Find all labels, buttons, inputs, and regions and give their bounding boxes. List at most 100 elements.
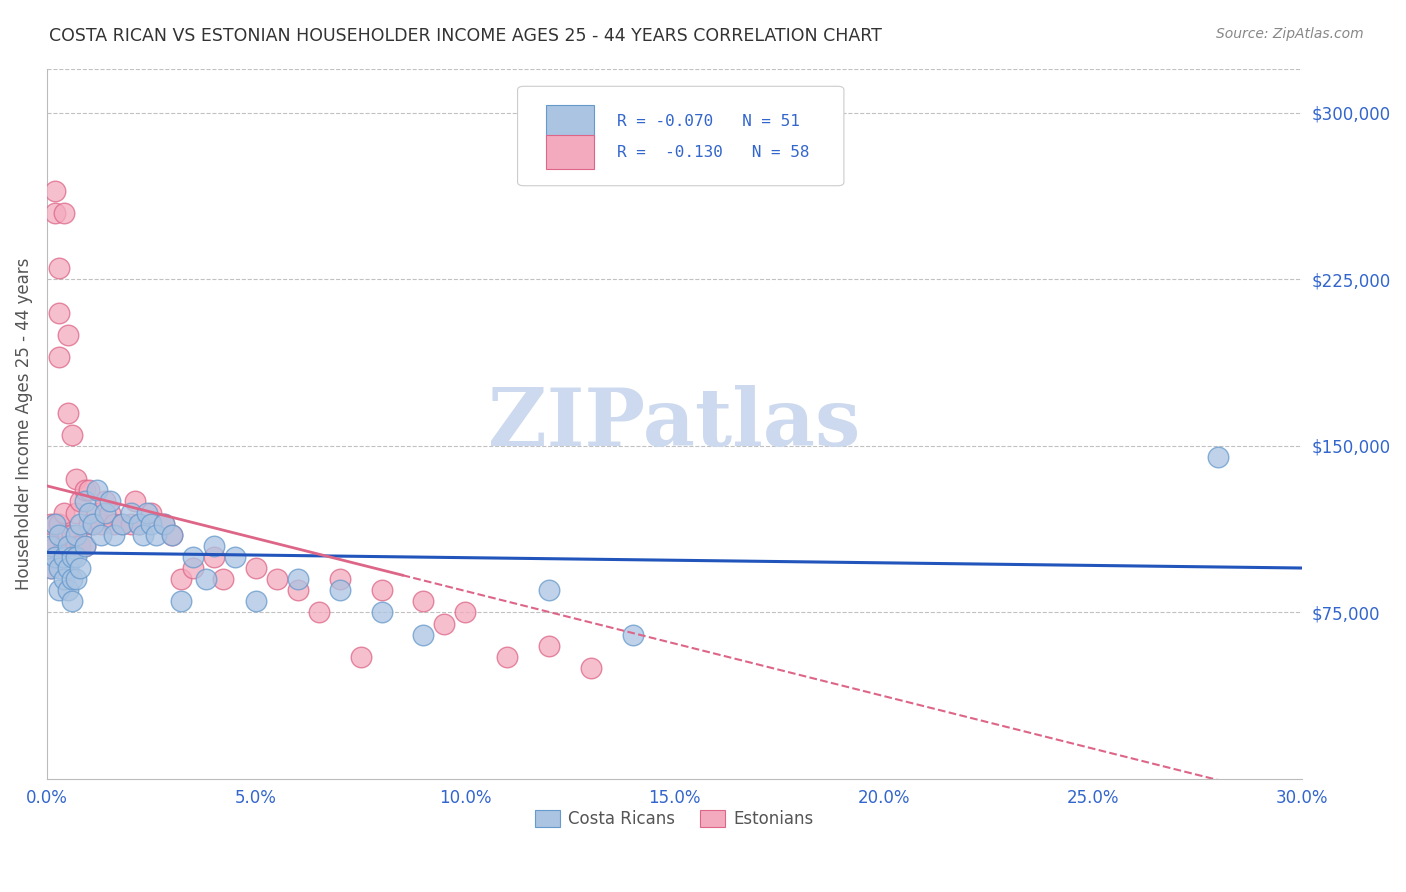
Text: R = -0.070   N = 51: R = -0.070 N = 51 (617, 114, 800, 129)
Point (52, 549, 75, 564)
Point (329, 572, 352, 586)
Point (120, 506, 142, 520)
Point (48, 350, 70, 364)
Point (52, 539, 75, 553)
Point (90, 516, 112, 531)
Point (65, 539, 87, 553)
Point (287, 583, 309, 598)
Point (73, 494, 96, 508)
FancyBboxPatch shape (517, 87, 844, 186)
Point (65, 549, 87, 564)
Point (153, 516, 176, 531)
Point (194, 572, 217, 586)
Point (77, 506, 100, 520)
Point (98, 494, 121, 508)
Point (82, 516, 104, 531)
Point (103, 516, 125, 531)
Point (170, 572, 193, 586)
Point (48, 516, 70, 531)
Point (52, 506, 75, 520)
Point (496, 649, 519, 664)
Point (136, 506, 159, 520)
Point (44, 516, 66, 531)
Point (86, 506, 108, 520)
Point (48, 561, 70, 575)
Point (202, 549, 225, 564)
Point (69, 561, 91, 575)
Point (39, 539, 62, 553)
Point (181, 561, 204, 575)
Point (44, 549, 66, 564)
Point (86, 483, 108, 498)
Point (202, 539, 225, 553)
Point (224, 549, 246, 564)
Point (350, 649, 373, 664)
Point (537, 583, 560, 598)
Point (245, 561, 267, 575)
Point (94, 494, 117, 508)
Point (44, 539, 66, 553)
Point (48, 527, 70, 541)
Point (73, 539, 96, 553)
Point (39, 516, 62, 531)
Point (60, 527, 83, 541)
Point (65, 572, 87, 586)
Point (56, 539, 79, 553)
Point (162, 527, 184, 541)
Point (60, 549, 83, 564)
Point (103, 527, 125, 541)
Point (621, 627, 644, 641)
Point (329, 583, 352, 598)
Point (370, 606, 392, 620)
Point (52, 206, 75, 220)
Point (48, 583, 70, 598)
Point (537, 639, 560, 653)
Point (69, 516, 91, 531)
Point (98, 506, 121, 520)
Text: Source: ZipAtlas.com: Source: ZipAtlas.com (1216, 27, 1364, 41)
Legend: Costa Ricans, Estonians: Costa Ricans, Estonians (529, 803, 821, 835)
Point (145, 527, 167, 541)
Point (266, 572, 288, 586)
Text: R =  -0.130   N = 58: R = -0.130 N = 58 (617, 145, 810, 160)
Point (60, 594, 83, 608)
Point (433, 616, 456, 631)
Point (181, 549, 204, 564)
Point (162, 527, 184, 541)
Point (77, 483, 100, 498)
Point (141, 506, 163, 520)
Point (44, 184, 66, 198)
Point (128, 516, 150, 531)
Text: ZIPatlas: ZIPatlas (488, 384, 860, 463)
Point (77, 516, 100, 531)
Point (245, 594, 267, 608)
Point (69, 539, 91, 553)
Point (287, 572, 309, 586)
Point (60, 572, 83, 586)
FancyBboxPatch shape (547, 104, 595, 139)
Point (412, 594, 434, 608)
Point (39, 561, 62, 575)
Text: COSTA RICAN VS ESTONIAN HOUSEHOLDER INCOME AGES 25 - 44 YEARS CORRELATION CHART: COSTA RICAN VS ESTONIAN HOUSEHOLDER INCO… (49, 27, 882, 45)
Point (73, 483, 96, 498)
Point (454, 606, 477, 620)
Point (65, 472, 87, 486)
Point (56, 327, 79, 342)
Point (73, 539, 96, 553)
Point (120, 516, 142, 531)
Point (65, 506, 87, 520)
Point (44, 516, 66, 531)
Point (69, 494, 91, 508)
Point (579, 661, 602, 675)
Point (1208, 450, 1230, 464)
Point (60, 427, 83, 442)
FancyBboxPatch shape (547, 136, 595, 169)
Point (132, 527, 155, 541)
Point (82, 516, 104, 531)
Point (94, 506, 117, 520)
Point (412, 627, 434, 641)
Point (44, 206, 66, 220)
Point (48, 306, 70, 320)
Point (56, 561, 79, 575)
Point (56, 583, 79, 598)
